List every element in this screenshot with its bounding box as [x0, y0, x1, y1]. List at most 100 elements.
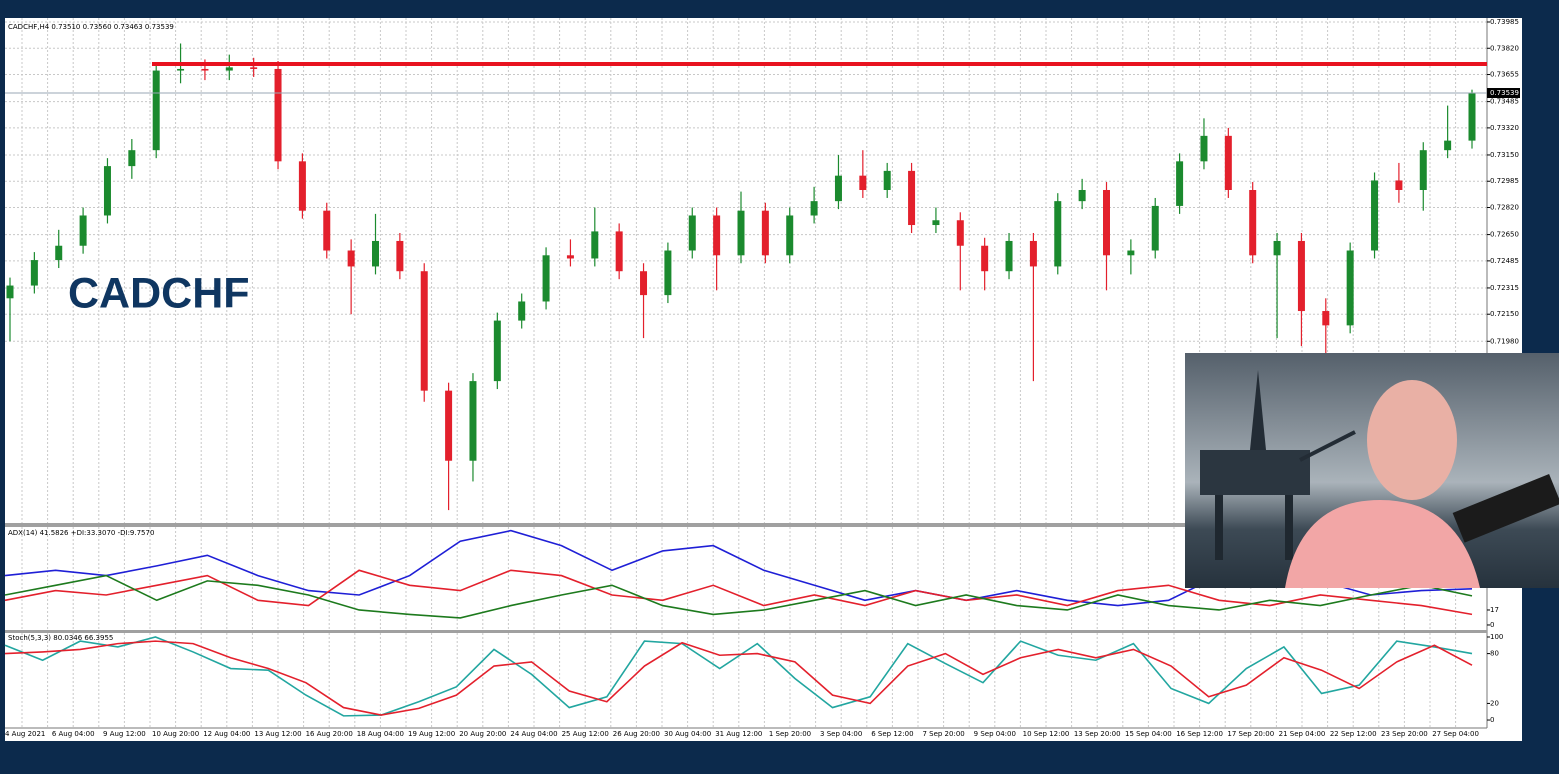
y-tick-label: 0.72150 [1490, 310, 1519, 318]
candle-body [323, 210, 331, 251]
candle-body [786, 215, 794, 256]
x-tick-label: 22 Sep 12:00 [1330, 730, 1377, 738]
candle-body [640, 271, 648, 296]
candle-body [1151, 205, 1159, 251]
y-tick-label: 0.72820 [1490, 204, 1519, 212]
candle-body [250, 67, 258, 69]
candle-body [128, 150, 136, 167]
x-tick-label: 10 Aug 20:00 [152, 730, 199, 738]
candle-body [372, 240, 379, 267]
y-tick-label: 0.73150 [1490, 151, 1519, 159]
y-tick-label: 0.73655 [1490, 71, 1519, 79]
candle-body [225, 67, 233, 71]
candle-body [177, 68, 185, 71]
y-tick-label: 0 [1490, 716, 1494, 724]
candle-body [956, 220, 964, 246]
x-tick-label: 30 Aug 04:00 [664, 730, 711, 738]
candle-body [932, 220, 940, 226]
candle-body [810, 201, 818, 216]
candle-body [274, 68, 282, 162]
candle-body [1371, 180, 1379, 251]
x-tick-label: 9 Aug 12:00 [103, 730, 146, 738]
x-tick-label: 27 Sep 04:00 [1432, 730, 1479, 738]
indicator-line [4, 636, 1473, 717]
candle-body [518, 301, 526, 321]
y-tick-label: 0.73320 [1490, 124, 1519, 132]
candle-body [469, 381, 477, 461]
candle-body [615, 231, 623, 272]
x-tick-label: 16 Sep 12:00 [1176, 730, 1223, 738]
y-tick-label: 0.72485 [1490, 257, 1519, 265]
adx-header: ADX(14) 41.5826 +DI:33.3070 -DI:9.7570 [8, 529, 154, 537]
candle-body [298, 161, 306, 211]
candle-body [1468, 92, 1476, 141]
y-tick-label: 0.72650 [1490, 231, 1519, 239]
y-tick-label: 0.73985 [1490, 18, 1519, 26]
candle-body [1297, 240, 1305, 312]
candle-body [79, 215, 87, 246]
candle-body [347, 250, 355, 267]
y-tick-label: 0.72315 [1490, 284, 1519, 292]
x-tick-label: 15 Sep 04:00 [1125, 730, 1172, 738]
candle-body [420, 271, 428, 391]
candle-body [30, 260, 38, 286]
x-tick-label: 24 Aug 04:00 [510, 730, 557, 738]
x-tick-label: 7 Sep 20:00 [922, 730, 964, 738]
x-tick-label: 6 Sep 12:00 [871, 730, 913, 738]
x-tick-label: 17 Sep 20:00 [1227, 730, 1274, 738]
candle-body [1346, 250, 1354, 326]
candle-body [883, 170, 891, 190]
candle-body [103, 166, 111, 216]
x-tick-label: 13 Aug 12:00 [254, 730, 301, 738]
x-tick-label: 1 Sep 20:00 [769, 730, 811, 738]
candle-body [664, 250, 672, 296]
x-tick-label: 19 Aug 12:00 [408, 730, 455, 738]
current-price-label: 0.73539 [1490, 89, 1519, 97]
candle-body [1127, 250, 1135, 256]
presenter-photo [1185, 353, 1559, 588]
candle-body [1419, 150, 1427, 190]
y-tick-label: 0.72985 [1490, 177, 1519, 185]
candle-body [1322, 311, 1330, 326]
candle-body [834, 175, 842, 202]
x-tick-label: 3 Sep 04:00 [820, 730, 862, 738]
candle-body [152, 70, 160, 151]
x-tick-label: 31 Aug 12:00 [715, 730, 762, 738]
indicator-line [4, 574, 1473, 619]
indicator-line [4, 569, 1473, 616]
x-tick-label: 23 Sep 20:00 [1381, 730, 1428, 738]
candle-body [761, 210, 769, 256]
y-tick-label: 20 [1490, 699, 1499, 707]
candle-body [981, 245, 989, 272]
current-price-box [1487, 88, 1520, 99]
candle-body [1176, 161, 1184, 206]
candle-body [1224, 135, 1232, 190]
x-tick-label: 6 Aug 04:00 [52, 730, 95, 738]
x-tick-label: 18 Aug 04:00 [357, 730, 404, 738]
candle-body [1029, 240, 1037, 267]
x-tick-label: 20 Aug 20:00 [459, 730, 506, 738]
candle-body [1395, 180, 1403, 190]
x-tick-label: 25 Aug 12:00 [562, 730, 609, 738]
y-tick-label: 100 [1490, 633, 1503, 641]
candle-body [1444, 140, 1452, 151]
x-tick-label: 10 Sep 12:00 [1023, 730, 1070, 738]
candle-body [713, 215, 721, 256]
x-tick-label: 13 Sep 20:00 [1074, 730, 1121, 738]
x-tick-label: 12 Aug 04:00 [203, 730, 250, 738]
candle-body [6, 285, 14, 299]
candle-body [566, 255, 574, 259]
candle-body [396, 240, 404, 272]
x-tick-label: 21 Sep 04:00 [1279, 730, 1326, 738]
panel-separator [5, 630, 1487, 633]
candle-body [688, 215, 696, 251]
panel-separator [5, 523, 1487, 527]
x-tick-label: 4 Aug 2021 [5, 730, 45, 738]
y-tick-label: 0 [1490, 621, 1494, 629]
symbol-annotation: CADCHF [68, 269, 250, 317]
candle-body [1249, 189, 1257, 256]
y-tick-label: 0.71980 [1490, 337, 1519, 345]
x-tick-label: 9 Sep 04:00 [974, 730, 1016, 738]
x-tick-label: 26 Aug 20:00 [613, 730, 660, 738]
